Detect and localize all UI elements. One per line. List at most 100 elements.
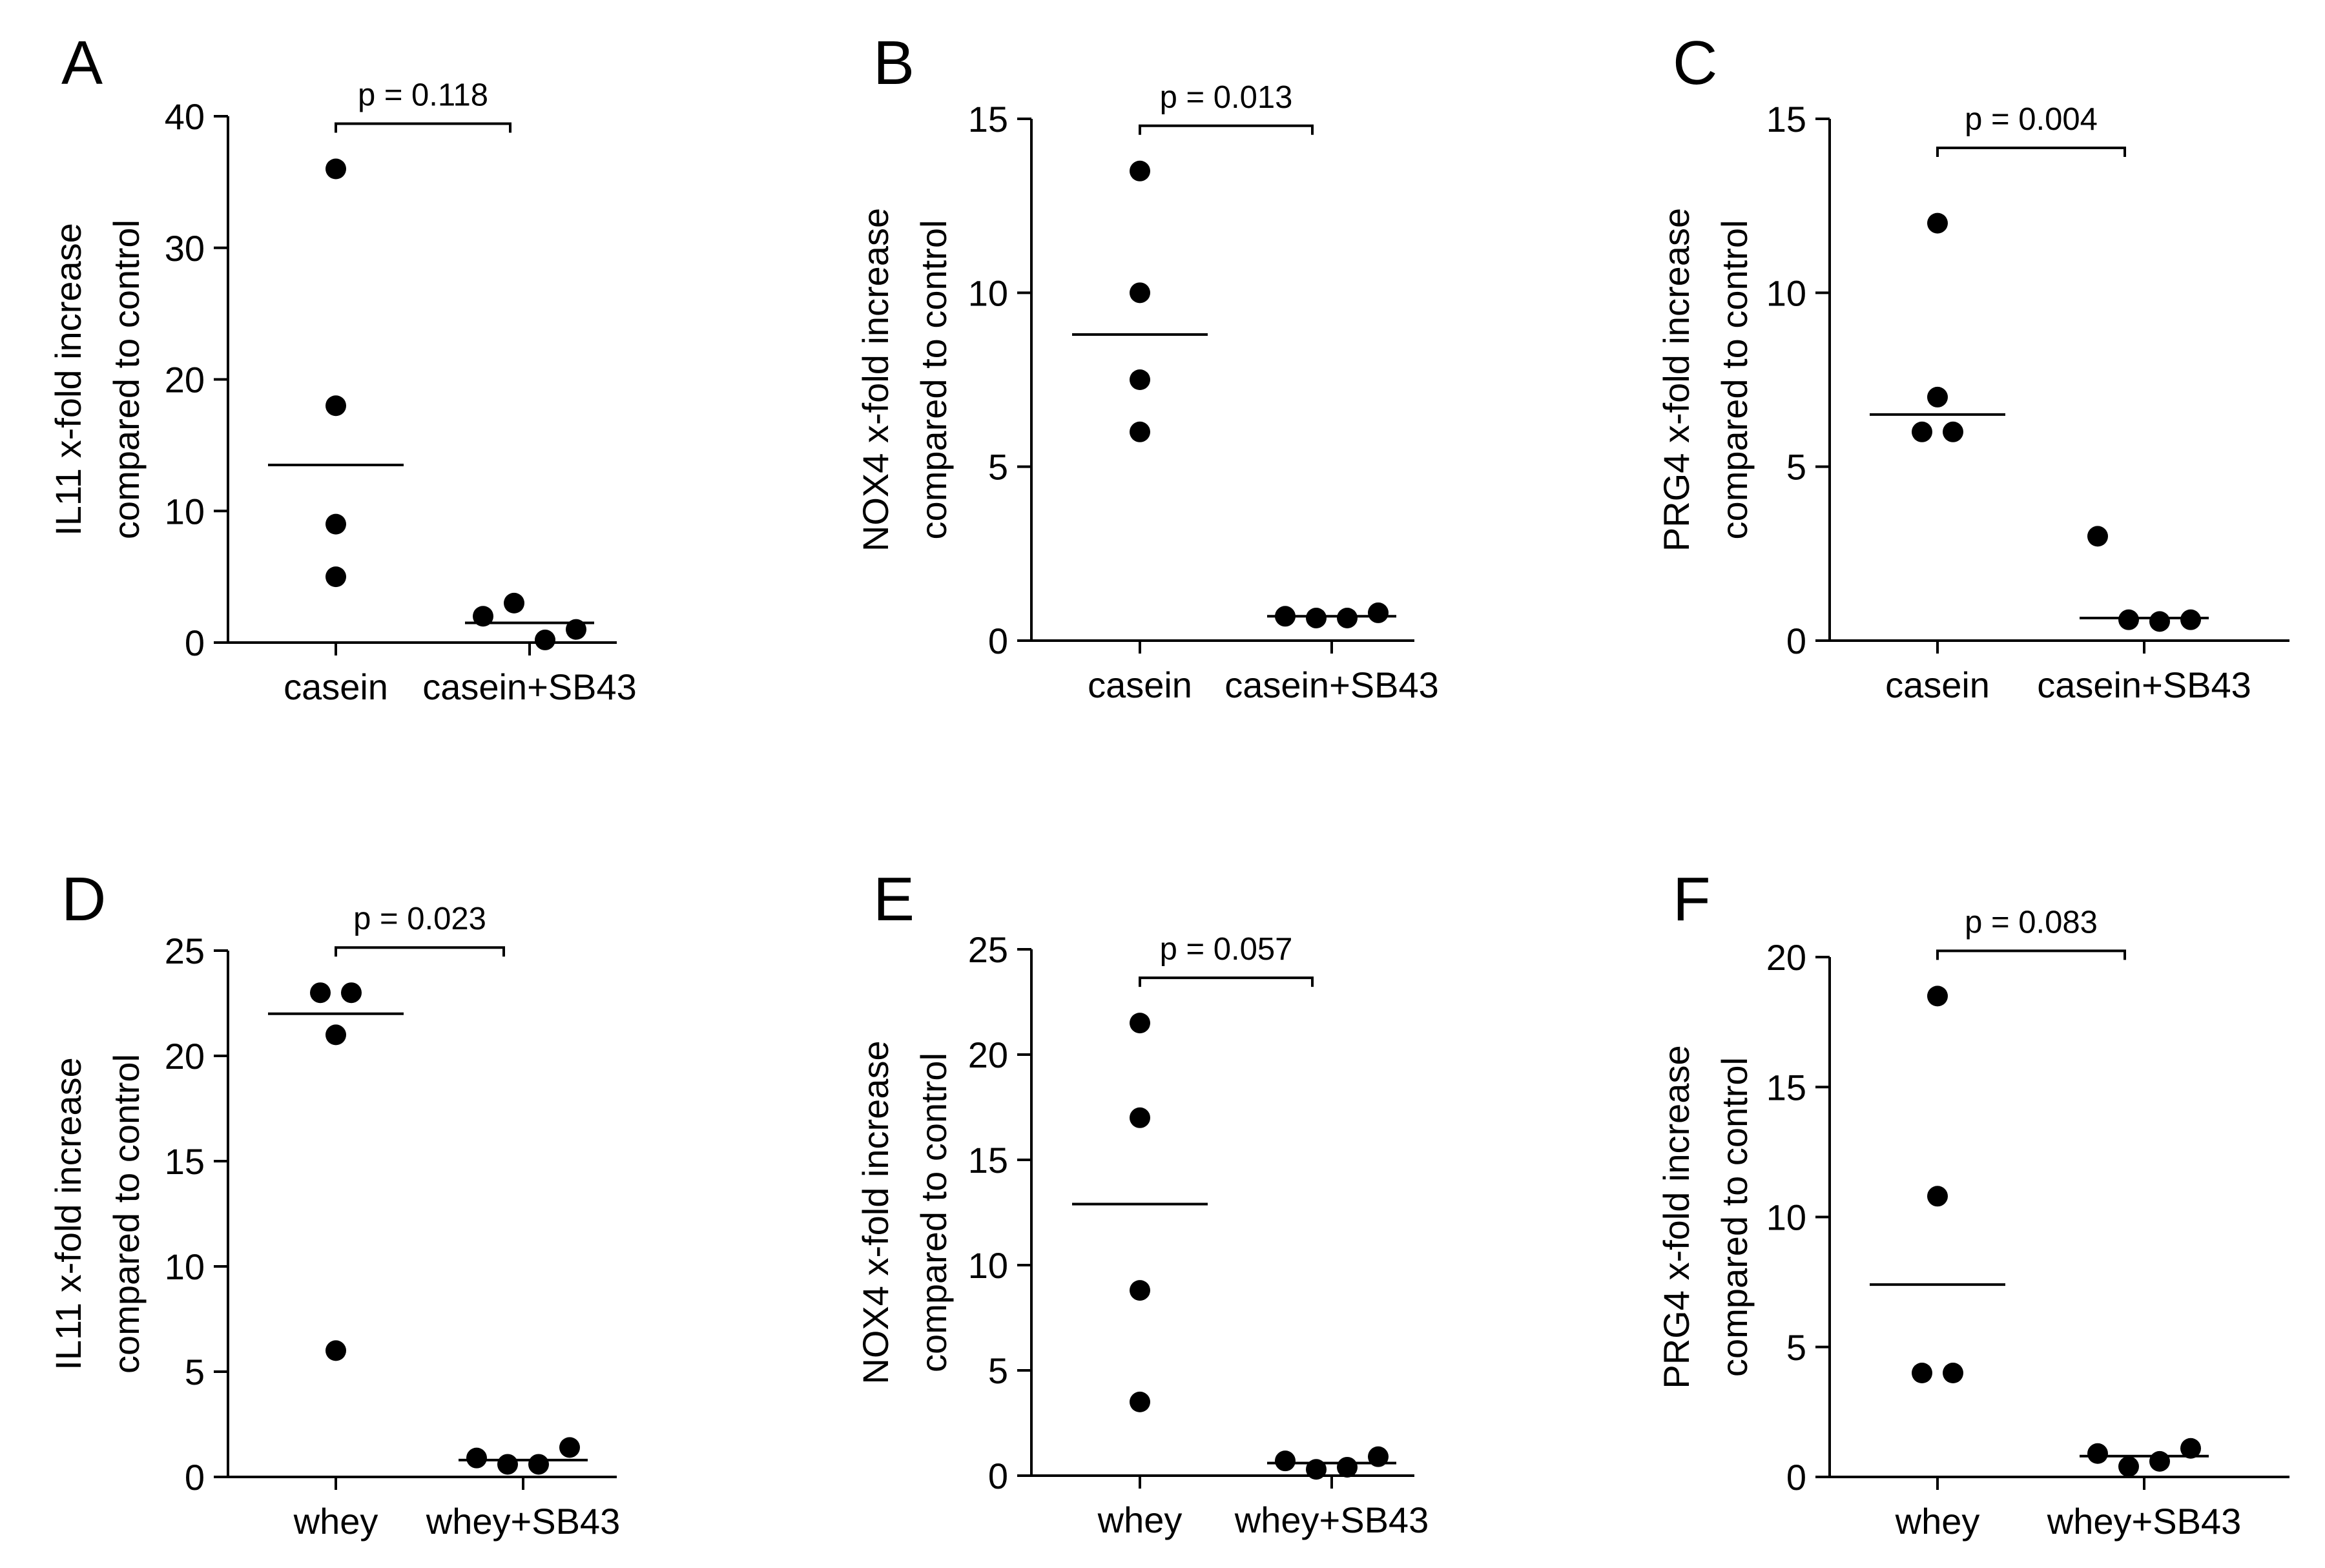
data-point <box>1275 1450 1296 1472</box>
y-tick-label: 10 <box>968 1245 1008 1286</box>
data-point <box>1130 1280 1150 1301</box>
y-tick-label: 0 <box>185 623 205 663</box>
data-point <box>2118 609 2139 630</box>
data-point <box>326 395 346 417</box>
y-tick-label: 5 <box>1786 447 1806 488</box>
data-point <box>1130 1013 1150 1034</box>
p-value-label: p = 0.004 <box>1965 102 2098 137</box>
data-point <box>1912 421 1932 442</box>
panel-c: C 0 5 10 15 casein casein+SB43 PRG4 x-fold incr… <box>1656 28 2289 705</box>
data-point <box>466 1447 487 1469</box>
y-axis-title-line: PRG4 x-fold increase <box>1656 208 1697 552</box>
data-point <box>559 1437 580 1458</box>
data-point <box>2149 611 2170 632</box>
y-tick-label: 5 <box>988 1350 1008 1391</box>
p-value-label: p = 0.057 <box>1160 932 1293 967</box>
y-tick-label: 25 <box>968 929 1008 970</box>
y-tick-label: 10 <box>1766 1197 1806 1238</box>
data-point <box>1943 421 1963 442</box>
y-tick-label: 15 <box>1766 1067 1806 1108</box>
y-axis-title-line: NOX4 x-fold increase <box>855 1040 896 1384</box>
data-point <box>326 1024 346 1046</box>
p-value-label: p = 0.083 <box>1965 905 2098 940</box>
data-point <box>566 619 586 640</box>
data-point <box>1130 1107 1150 1128</box>
data-point <box>1927 212 1948 234</box>
y-axis-title-line: compared to control <box>913 1053 954 1372</box>
significance-bracket <box>335 122 512 133</box>
y-tick-label: 20 <box>165 1036 205 1077</box>
data-point <box>1943 1363 1963 1383</box>
p-value-label: p = 0.013 <box>1160 80 1293 115</box>
x-category-label: whey+SB43 <box>1234 1500 1429 1540</box>
panel-b: B 0 5 10 15 casein casein+SB43 NOX4 x-fold incr… <box>855 28 1439 705</box>
panel-letter: C <box>1673 28 1717 98</box>
x-category-label: casein+SB43 <box>422 666 637 707</box>
data-point <box>1130 1391 1150 1412</box>
data-point <box>326 513 346 535</box>
data-point <box>1912 1363 1932 1383</box>
data-point <box>1927 1186 1948 1207</box>
data-point <box>326 1340 346 1361</box>
y-axis-title-line: IL11 x-fold increase <box>48 223 88 536</box>
y-axis-title: NOX4 x-fold increase compared to control <box>855 1040 954 1384</box>
data-point <box>1368 602 1389 623</box>
x-category-label: casein+SB43 <box>2037 665 2251 705</box>
data-point <box>1927 386 1948 407</box>
y-tick-label: 0 <box>1786 621 1806 661</box>
data-point <box>473 606 493 627</box>
y-tick-label: 10 <box>968 273 1008 313</box>
y-axis-title-line: compared to control <box>913 220 954 540</box>
y-axis-title-line: compared to control <box>106 220 147 539</box>
y-axis-title-line: PRG4 x-fold increase <box>1656 1045 1697 1388</box>
y-tick-label: 30 <box>165 228 205 269</box>
data-point <box>326 158 346 180</box>
y-tick-label: 0 <box>1786 1457 1806 1498</box>
y-tick-label: 15 <box>1766 99 1806 139</box>
panel-e: E 0 5 10 15 20 25 whey whey+SB43 NOX4 x-fold incr… <box>855 865 1429 1540</box>
x-category-label: whey+SB43 <box>426 1501 620 1542</box>
data-point <box>2087 1443 2108 1464</box>
data-point <box>341 982 362 1004</box>
panel-f: F 0 5 10 15 20 whey whey+SB43 PRG4 x-fold increa… <box>1656 865 2289 1542</box>
significance-bracket <box>1936 949 2126 960</box>
data-point <box>1337 1456 1358 1478</box>
data-point <box>310 982 331 1004</box>
y-tick-label: 40 <box>165 96 205 137</box>
data-point <box>1130 282 1150 304</box>
y-tick-label: 10 <box>1766 273 1806 313</box>
y-tick-label: 20 <box>165 360 205 400</box>
y-tick-label: 0 <box>185 1457 205 1498</box>
p-value-label: p = 0.118 <box>358 78 488 113</box>
data-point <box>1130 369 1150 390</box>
x-category-label: whey <box>293 1501 378 1542</box>
x-category-label: whey <box>1895 1501 1980 1542</box>
x-category-label: casein+SB43 <box>1224 665 1439 705</box>
y-tick-label: 20 <box>968 1035 1008 1075</box>
data-point <box>1927 985 1948 1007</box>
y-axis-title-line: compared to control <box>106 1054 147 1374</box>
p-value-label: p = 0.023 <box>353 902 486 936</box>
significance-bracket <box>1936 147 2126 157</box>
y-tick-label: 5 <box>1786 1327 1806 1368</box>
y-axis-title: IL11 x-fold increase compared to control <box>48 220 147 539</box>
data-point <box>504 592 524 614</box>
y-tick-label: 15 <box>968 1140 1008 1181</box>
panel-letter: A <box>61 28 103 98</box>
data-point <box>1130 160 1150 181</box>
data-point <box>535 629 555 650</box>
panel-letter: F <box>1673 865 1711 934</box>
data-point <box>2087 526 2108 547</box>
data-point <box>2149 1450 2170 1472</box>
y-tick-label: 0 <box>988 1456 1008 1496</box>
data-point <box>1337 607 1358 628</box>
y-tick-label: 5 <box>185 1352 205 1392</box>
y-tick-label: 10 <box>165 491 205 531</box>
x-category-label: whey+SB43 <box>2047 1501 2241 1542</box>
data-point <box>497 1454 518 1475</box>
y-axis-title-line: compared to control <box>1714 1057 1755 1377</box>
significance-bracket <box>335 946 505 957</box>
data-point <box>2180 609 2201 630</box>
y-tick-label: 25 <box>165 931 205 971</box>
